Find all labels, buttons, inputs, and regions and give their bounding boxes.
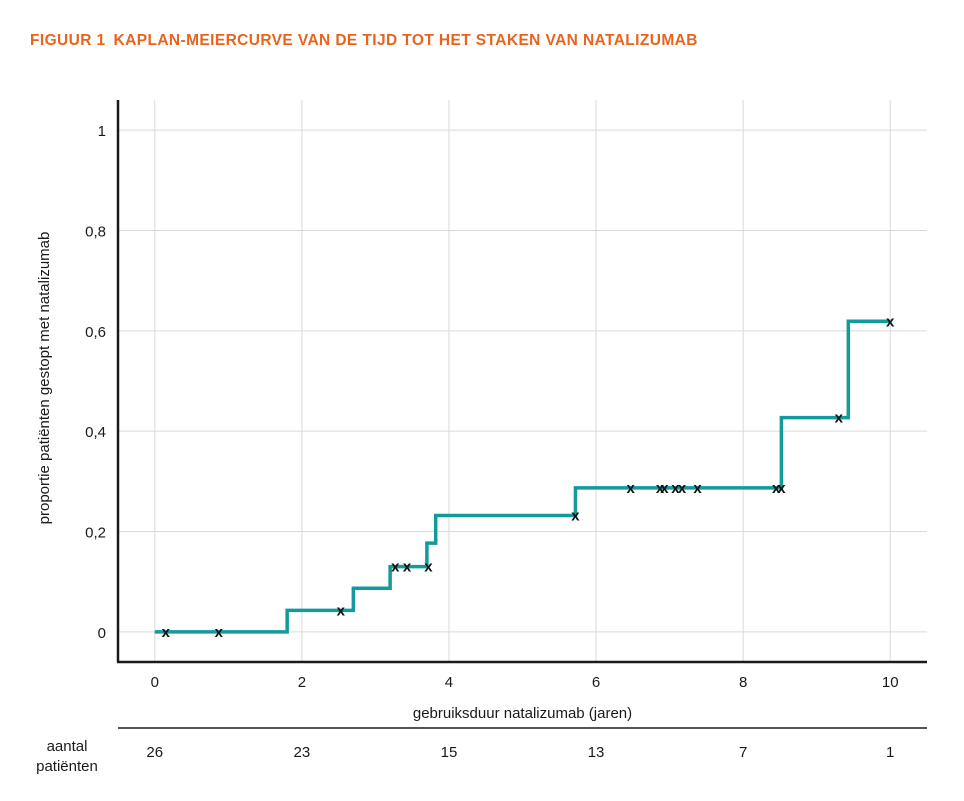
y-tick-label: 1 — [98, 123, 106, 140]
risk-table-value: 1 — [886, 744, 894, 761]
censor-mark: x — [571, 507, 580, 524]
risk-table-value: 23 — [294, 744, 311, 761]
y-axis-label: proportie patiënten gestopt met natalizu… — [36, 232, 53, 525]
censor-mark: x — [772, 480, 781, 497]
x-tick-label: 10 — [882, 674, 899, 691]
censor-mark: x — [777, 480, 786, 497]
x-tick-label: 6 — [592, 674, 600, 691]
km-curve — [154, 319, 891, 634]
figure-title-text: KAPLAN-MEIERCURVE VAN DE TIJD TOT HET ST… — [113, 32, 698, 49]
x-tick-label: 4 — [445, 674, 453, 691]
censor-mark: x — [660, 480, 669, 497]
censor-mark: x — [215, 624, 224, 641]
tick-labels: 0 2 4 6 8 10 0 0,2 0,4 0,6 0,8 1 — [85, 123, 898, 691]
risk-table-value: 15 — [441, 744, 458, 761]
censor-mark: x — [626, 480, 635, 497]
censor-mark: x — [337, 602, 346, 619]
risk-table-label-line1: aantal — [47, 738, 88, 755]
x-axis-label: gebruiksduur natalizumab (jaren) — [413, 705, 632, 722]
risk-table-values: 26 23 15 13 7 1 — [146, 744, 894, 761]
risk-table-value: 13 — [588, 744, 605, 761]
censor-mark: x — [835, 410, 844, 427]
censor-mark: x — [391, 559, 400, 576]
grid — [118, 100, 927, 662]
risk-table-value: 7 — [739, 744, 747, 761]
risk-table-value: 26 — [146, 744, 163, 761]
y-tick-label: 0,8 — [85, 223, 106, 240]
x-tick-label: 8 — [739, 674, 747, 691]
risk-table-label-line2: patiënten — [36, 758, 98, 775]
censor-mark: x — [886, 313, 895, 330]
x-tick-label: 2 — [298, 674, 306, 691]
y-tick-label: 0 — [98, 625, 106, 642]
figure-title: FIGUUR 1 KAPLAN-MEIERCURVE VAN DE TIJD TO… — [30, 32, 698, 50]
y-tick-label: 0,6 — [85, 324, 106, 341]
axes — [116, 100, 927, 664]
censor-mark: x — [671, 480, 680, 497]
censor-mark: x — [693, 480, 702, 497]
censor-mark: x — [403, 559, 412, 576]
y-tick-label: 0,2 — [85, 525, 106, 542]
censor-mark: x — [424, 559, 433, 576]
censor-mark: x — [656, 480, 665, 497]
y-tick-label: 0,4 — [85, 424, 106, 441]
figure-number: FIGUUR 1 — [30, 32, 106, 49]
censor-mark: x — [162, 624, 171, 641]
x-tick-label: 0 — [151, 674, 159, 691]
censor-mark: x — [678, 480, 687, 497]
